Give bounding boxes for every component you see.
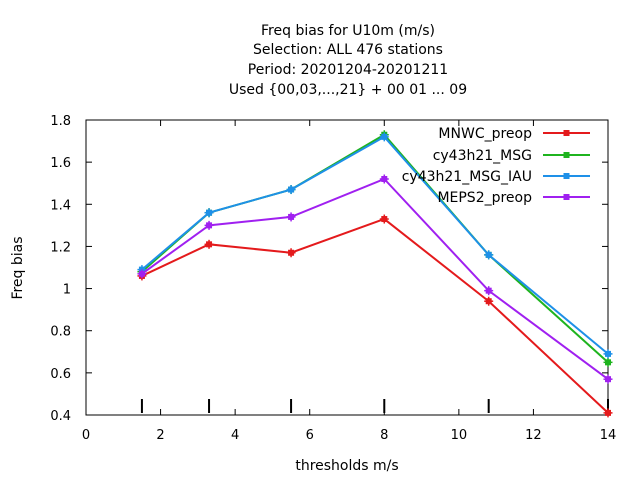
legend-label: cy43h21_MSG [433,148,532,164]
series-layer [137,130,613,418]
legend-label: MNWC_preop [438,126,532,142]
y-tick-label: 1.4 [50,198,71,213]
x-tick-label: 6 [306,428,314,443]
title-line-4: Used {00,03,...,21} + 00 01 ... 09 [229,82,467,98]
series-meps2-preop [137,174,613,384]
title-line-3: Period: 20201204-20201211 [248,62,448,78]
legend-marker [563,152,570,158]
x-tick-label: 12 [525,428,542,443]
x-tick-label: 4 [231,428,239,443]
series-mnwc-preop [137,214,613,418]
y-tick-label: 1.8 [50,114,71,129]
legend-label: cy43h21_MSG_IAU [402,169,532,185]
series-cy43h21-msg-iau [137,132,613,359]
legend-marker [563,173,570,179]
y-tick-label: 0.8 [50,325,71,340]
legend-label: MEPS2_preop [437,190,532,206]
y-axis: 0.4 0.6 0.8 1 1.2 1.4 1.6 1.8 [50,114,608,424]
series-line [141,135,609,355]
series-line [141,217,609,414]
threshold-markers [140,399,609,413]
title-line-1: Freq bias for U10m (m/s) [261,23,435,39]
legend-marker [563,194,570,200]
legend-item-cy43h21-msg: cy43h21_MSG [433,148,590,164]
x-tick-label: 2 [156,428,164,443]
legend-item-cy43h21-msg-iau: cy43h21_MSG_IAU [402,169,590,185]
legend: MNWC_preop cy43h21_MSG cy43h21_MSG_IAU MEPS… [402,126,590,206]
x-tick-label: 10 [451,428,468,443]
legend-item-meps2-preop: MEPS2_preop [437,190,590,206]
y-tick-label: 0.6 [50,367,71,382]
plot-frame [85,119,609,416]
y-tick-label: 1 [63,283,71,298]
chart-title: Freq bias for U10m (m/s) Selection: ALL … [229,23,467,98]
legend-item-mnwc-preop: MNWC_preop [438,126,590,142]
legend-marker [563,130,570,136]
y-tick-label: 1.2 [50,240,71,255]
x-axis-label: thresholds m/s [295,458,398,474]
x-tick-label: 14 [600,428,617,443]
y-tick-label: 0.4 [50,409,71,424]
x-tick-label: 0 [82,428,90,443]
series-line [141,177,609,380]
y-axis-label: Freq bias [10,236,26,299]
y-tick-label: 1.6 [50,156,71,171]
x-tick-label: 8 [380,428,388,443]
x-axis: 0 2 4 6 8 10 12 14 [82,120,616,443]
title-line-2: Selection: ALL 476 stations [253,42,443,58]
